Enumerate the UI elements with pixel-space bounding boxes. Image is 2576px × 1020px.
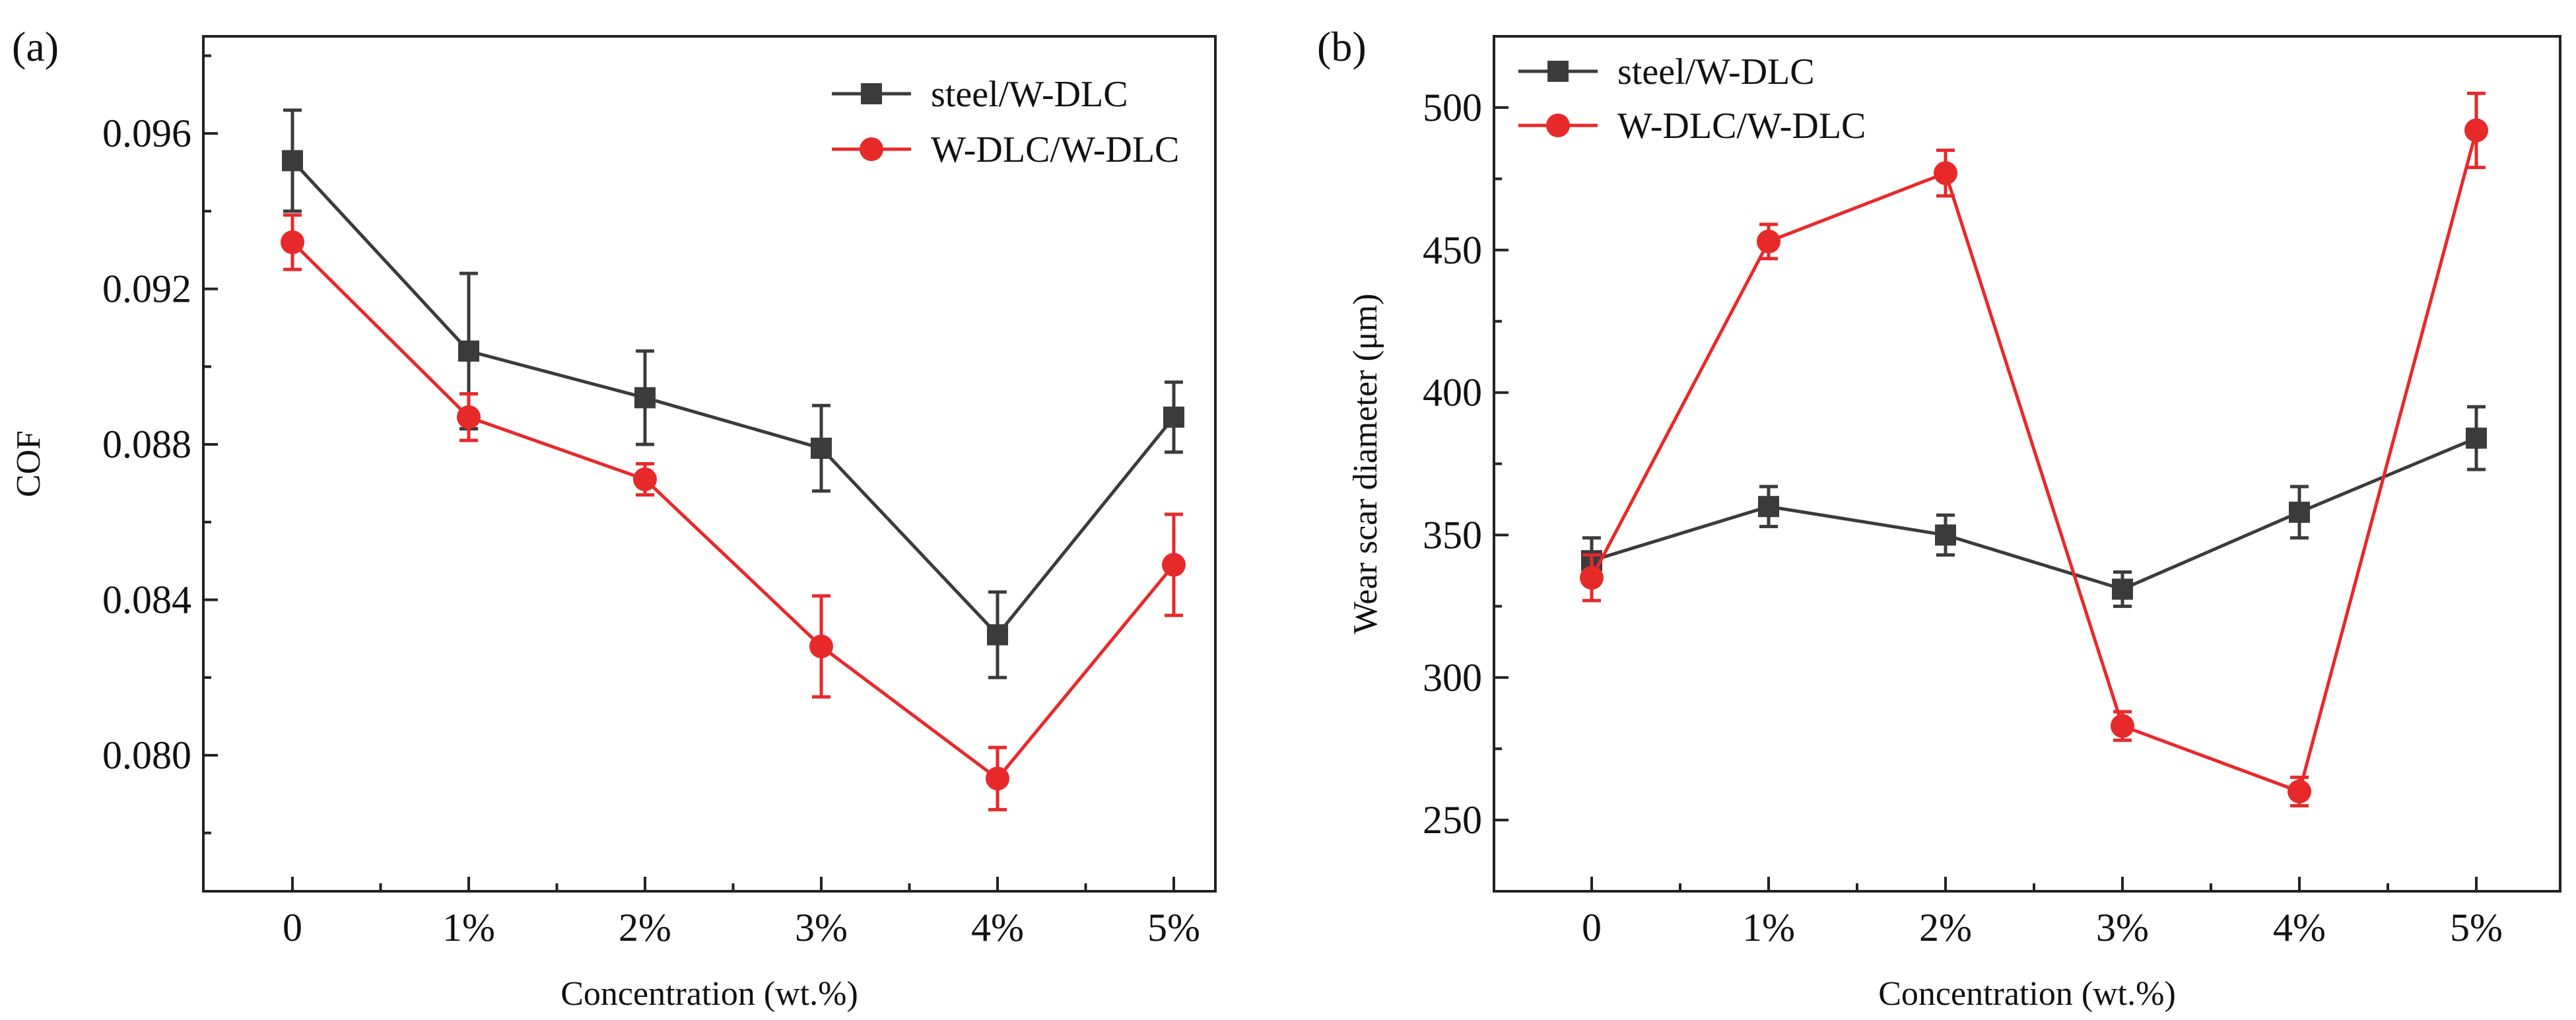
data-point-circle (1757, 229, 1780, 254)
data-point-square (458, 340, 479, 362)
series-line (291, 159, 1175, 638)
data-point-circle (457, 405, 481, 429)
legend-marker-circle (860, 137, 883, 161)
data-point-circle (986, 766, 1009, 791)
data-point-square (1163, 406, 1184, 428)
y-tick-label: 250 (1423, 798, 1482, 842)
plot-frame (1493, 35, 2561, 893)
y-tick-label: 0.080 (102, 733, 191, 777)
data-point-square (2112, 578, 2133, 600)
panel-label: (b) (1317, 23, 1367, 70)
chart-panel-a: (a) 0.080 0.084 0.088 0.092 0.096 0 1% 2% 3% 4% 5% C… (10, 23, 1217, 1013)
y-tick-label: 500 (1423, 86, 1482, 129)
data-point-square (1758, 496, 1779, 518)
y-tick-label: 0.088 (102, 423, 191, 466)
panel-label: (a) (12, 23, 59, 70)
x-tick-label: 4% (971, 906, 1024, 949)
legend-entry: W-DLC/W-DLC (832, 129, 1179, 170)
legend-label: W-DLC/W-DLC (1617, 106, 1866, 147)
y-axis-title: COF (10, 430, 48, 497)
x-tick-label: 5% (2450, 906, 2503, 949)
data-point-circle (281, 230, 304, 254)
data-point-square (282, 150, 303, 172)
x-tick-label: 2% (619, 906, 671, 949)
x-tick-label: 1% (442, 906, 495, 949)
series-w-dlc-w-dlc (1580, 91, 2488, 807)
x-tick-label: 0 (1582, 906, 1602, 949)
x-tick-label: 4% (2273, 906, 2326, 949)
series-line (291, 241, 1175, 781)
legend-label: W-DLC/W-DLC (931, 129, 1179, 170)
x-tick-label: 1% (1742, 906, 1795, 949)
legend-label: steel/W-DLC (931, 74, 1128, 115)
y-tick-label: 450 (1423, 228, 1482, 272)
data-point-circle (633, 467, 657, 492)
data-point-circle (2464, 118, 2488, 143)
data-point-circle (2111, 714, 2134, 738)
data-point-circle (1162, 553, 1186, 577)
data-point-square (2466, 427, 2487, 449)
legend-entry: W-DLC/W-DLC (1518, 106, 1866, 147)
y-tick-label: 0.096 (102, 112, 191, 155)
x-tick-label: 2% (1919, 906, 1972, 949)
y-tick-label: 0.092 (102, 267, 191, 311)
chart-panel-b: (b) 250 300 350 400 450 500 0 1% 2% 3% 4% 5% Concentr… (1317, 23, 2561, 1013)
legend-marker-square (861, 83, 882, 104)
data-point-square (1935, 524, 1956, 546)
legend-entry: steel/W-DLC (832, 74, 1128, 115)
data-point-square (634, 387, 656, 409)
legend-entry: steel/W-DLC (1518, 51, 1815, 92)
data-point-circle (809, 634, 833, 659)
x-tick-label: 0 (283, 906, 302, 949)
x-tick-label: 3% (795, 906, 848, 949)
y-tick-label: 300 (1423, 656, 1482, 699)
data-point-square (811, 437, 832, 459)
y-tick-label: 0.084 (102, 578, 191, 622)
x-tick-label: 3% (2096, 906, 2149, 949)
y-tick-label: 350 (1423, 513, 1482, 557)
x-axis-title: Concentration (wt.%) (1878, 975, 2176, 1013)
series-w-dlc-w-dlc (281, 213, 1186, 811)
series-steel-w-dlc (282, 108, 1184, 679)
series-line (1590, 129, 2478, 794)
y-tick-label: 400 (1423, 371, 1482, 415)
legend-label: steel/W-DLC (1617, 51, 1815, 92)
x-axis-title: Concentration (wt.%) (560, 975, 858, 1013)
data-point-circle (2288, 779, 2311, 803)
data-point-circle (1580, 566, 1604, 590)
data-point-circle (1934, 161, 1957, 186)
series-steel-w-dlc (1581, 405, 2487, 608)
data-point-square (987, 624, 1008, 646)
x-tick-label: 5% (1147, 906, 1200, 949)
data-point-square (2289, 501, 2310, 523)
legend-marker-circle (1546, 114, 1570, 137)
plot-frame (202, 35, 1217, 893)
series-line (1591, 436, 2477, 592)
legend-marker-square (1547, 61, 1569, 82)
y-axis-title: Wear scar diameter (μm) (1347, 294, 1384, 634)
